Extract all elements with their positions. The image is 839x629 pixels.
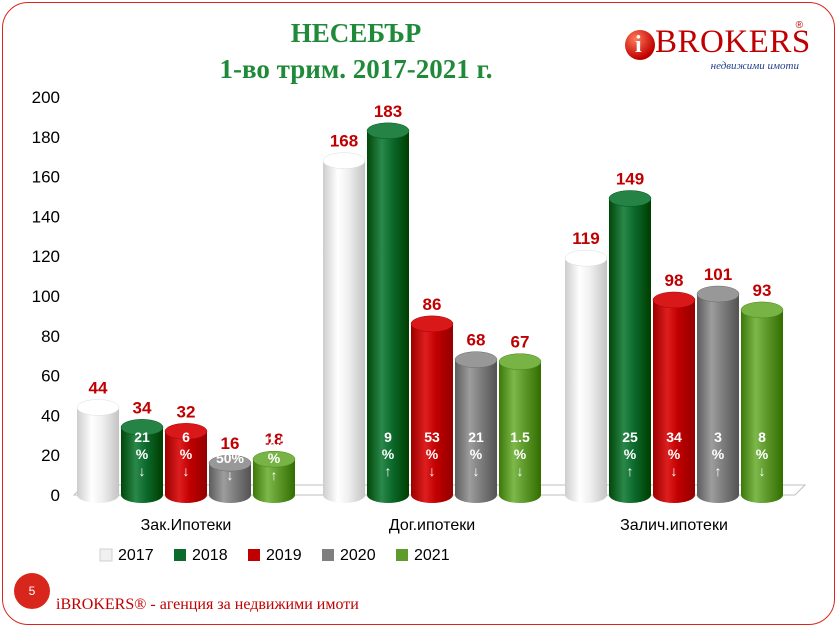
y-tick-label: 60 xyxy=(41,367,60,386)
bar-2019 xyxy=(411,323,453,503)
legend-swatch-2020 xyxy=(322,549,334,561)
y-tick-label: 80 xyxy=(41,327,60,346)
change-label: 53% ↓ xyxy=(424,429,440,479)
bar-top-2021 xyxy=(498,353,542,370)
legend-label-2021: 2021 xyxy=(414,547,450,564)
bar-2019 xyxy=(653,299,695,503)
change-label: 8% ↓ xyxy=(756,429,769,479)
legend-swatch-2021 xyxy=(396,549,408,561)
change-label: 3% ↑ xyxy=(712,429,725,479)
y-tick-label: 40 xyxy=(41,406,60,425)
change-label: 1.5% ↓ xyxy=(510,429,530,479)
change-label: 21% ↓ xyxy=(134,429,150,479)
bar-2021 xyxy=(253,459,295,503)
change-label: 6% ↓ xyxy=(180,429,193,479)
bar-top-2017 xyxy=(564,249,608,267)
y-tick-label: 20 xyxy=(41,446,60,465)
value-label: 67 xyxy=(511,333,530,352)
logo-ball-icon xyxy=(625,30,655,60)
value-label: 32 xyxy=(177,402,196,421)
legend-swatch-2018 xyxy=(174,549,186,561)
legend-label-2017: 2017 xyxy=(118,547,154,564)
value-label: 86 xyxy=(423,295,442,314)
legend-label-2020: 2020 xyxy=(340,547,376,564)
value-label: 119 xyxy=(572,229,599,248)
bar-2017 xyxy=(323,160,365,503)
logo-word: BROKERS xyxy=(655,24,811,60)
y-tick-label: 120 xyxy=(32,247,60,266)
value-label: 183 xyxy=(374,102,402,121)
y-tick-label: 0 xyxy=(51,486,60,505)
bar-top-2020 xyxy=(208,454,252,472)
bar-top-2021 xyxy=(252,450,296,468)
value-label: 34 xyxy=(133,398,152,417)
category-label: Залич.ипотеки xyxy=(620,517,728,534)
chart-title-line1: НЕСЕБЪР xyxy=(291,18,422,48)
bar-2019 xyxy=(165,431,207,503)
bar-top-2020 xyxy=(454,351,498,368)
value-label: 44 xyxy=(89,378,108,397)
legend-label-2019: 2019 xyxy=(266,547,302,564)
value-label: 93 xyxy=(753,281,772,300)
bar-2018 xyxy=(609,198,651,504)
change-label: 9% ↑ xyxy=(382,429,395,479)
bar-2018 xyxy=(367,130,409,503)
value-label: 16 xyxy=(221,434,240,453)
value-label: 101 xyxy=(704,265,732,284)
ibrokers-logo: i BROKERS ® недвижими имоти xyxy=(625,20,810,76)
change-label: 50% ↓ xyxy=(216,450,245,483)
value-label: 68 xyxy=(467,331,486,350)
bar-top-2017 xyxy=(322,152,366,169)
footer-text: iBROKERS® - агенция за недвижими имоти xyxy=(56,596,359,613)
bar-top-2018 xyxy=(608,190,652,207)
category-label: Зак.Ипотеки xyxy=(141,517,232,534)
bar-top-2021 xyxy=(740,301,784,319)
bar-top-2018 xyxy=(366,122,410,140)
bar-2021 xyxy=(741,309,783,503)
bar-top-2019 xyxy=(410,315,454,333)
value-label: 98 xyxy=(665,271,684,290)
bar-2020 xyxy=(455,359,497,503)
category-label: Дог.ипотеки xyxy=(389,517,475,534)
change-label: 21% ↓ xyxy=(468,429,484,479)
logo-registered-mark: ® xyxy=(795,20,803,31)
value-label: 149 xyxy=(616,169,644,188)
change-label: 12.5% ↑ xyxy=(260,433,287,483)
bar-top-2017 xyxy=(76,399,120,416)
y-tick-label: 100 xyxy=(32,287,60,306)
bar-2020 xyxy=(697,294,739,503)
value-label: 18 xyxy=(265,430,284,449)
bar-2017 xyxy=(565,258,607,503)
change-label: 34% ↓ xyxy=(666,429,682,479)
bar-2017 xyxy=(77,407,119,503)
bar-top-2020 xyxy=(696,285,740,303)
bar-top-2019 xyxy=(652,291,696,309)
bar-2020 xyxy=(209,463,251,503)
change-label: 25% ↑ xyxy=(622,429,638,479)
page-number-badge: 5 xyxy=(14,573,50,609)
bar-2021 xyxy=(499,361,541,503)
bar-top-2018 xyxy=(120,419,164,436)
y-tick-label: 200 xyxy=(32,88,60,107)
legend-swatch-2017 xyxy=(99,548,113,562)
legend-label-2018: 2018 xyxy=(192,547,228,564)
logo-i-letter: i xyxy=(635,32,642,58)
y-tick-label: 180 xyxy=(32,128,60,147)
value-label: 168 xyxy=(330,132,358,151)
y-tick-label: 140 xyxy=(32,207,60,226)
chart-title-line2: 1-во трим. 2017-2021 г. xyxy=(220,54,493,84)
bar-top-2019 xyxy=(164,423,208,440)
logo-subtitle: недвижими имоти xyxy=(710,60,799,72)
y-tick-label: 160 xyxy=(32,168,60,187)
legend-swatch-2019 xyxy=(248,549,260,561)
bar-2018 xyxy=(121,427,163,503)
